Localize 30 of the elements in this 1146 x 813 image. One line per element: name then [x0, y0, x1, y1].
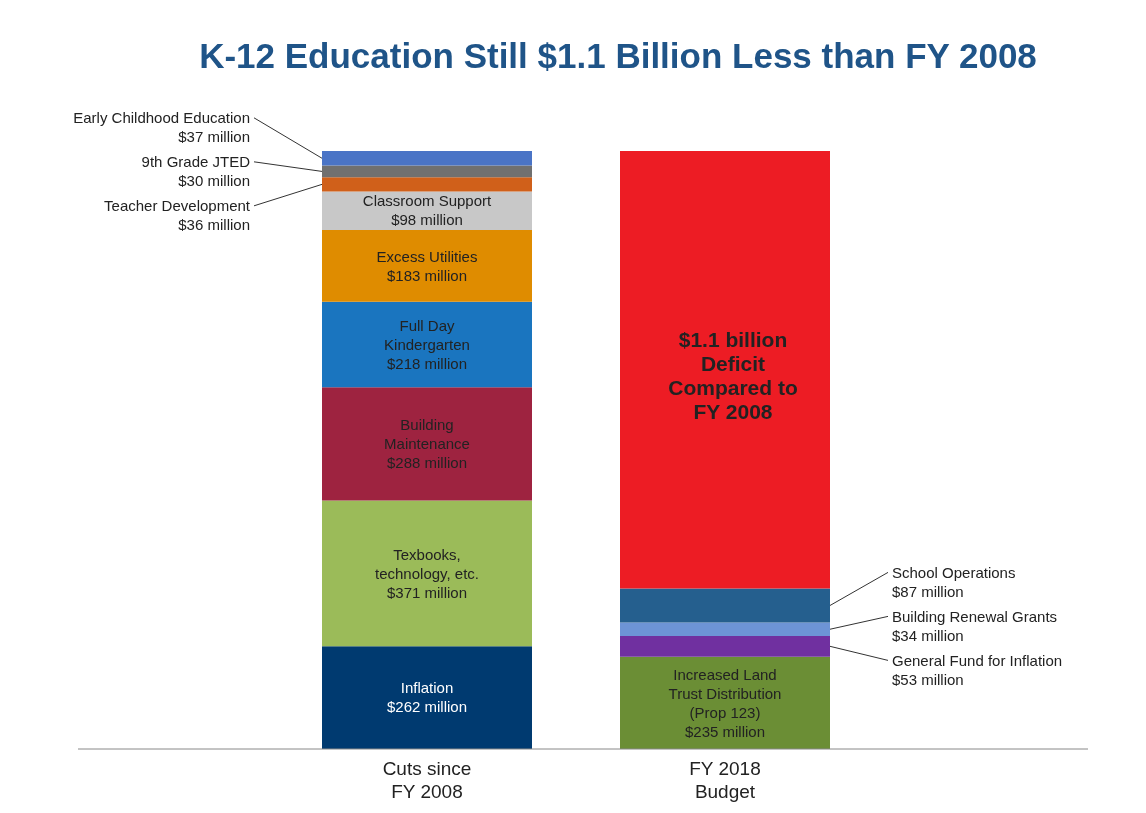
data-label: $36 million	[178, 216, 250, 234]
series-label: Excess Utilities	[376, 247, 478, 265]
data-label: $235 million	[684, 722, 766, 740]
series-label: Texbooks, technology, etc.	[375, 545, 479, 582]
data-label: $183 million	[386, 266, 468, 284]
series-label: Full Day Kindergarten	[384, 316, 470, 353]
text: Teacher Development	[104, 197, 251, 215]
data-label: $34 million	[892, 626, 964, 644]
data-label: $262 million	[386, 698, 468, 716]
data-label: $37 million	[178, 128, 250, 146]
text: School Operations	[892, 563, 1016, 581]
data-label: $87 million	[892, 582, 964, 600]
series-label: Classroom Support	[362, 192, 493, 210]
data-label: $371 million	[386, 583, 468, 601]
series-label: Inflation	[400, 679, 454, 697]
text: Early Childhood Education	[73, 109, 250, 127]
series-label: Building Maintenance	[384, 416, 470, 453]
text: 9th Grade JTED	[141, 153, 251, 171]
data-label: $288 million	[386, 454, 468, 472]
annotation: $1.1 billion Deficit Compared to FY 2008	[667, 328, 799, 424]
text: General Fund for Inflation	[892, 651, 1063, 669]
data-label: $30 million	[178, 172, 250, 190]
x-tick-label: FY 2018 Budget	[689, 758, 761, 802]
data-label: $98 million	[391, 211, 463, 229]
series-label: Increased Land Trust Distribution (Prop 123)	[668, 665, 782, 721]
data-label: $218 million	[386, 354, 468, 372]
text: Building Renewal Grants	[892, 607, 1058, 625]
data-label: $53 million	[892, 670, 964, 688]
x-tick-label: Cuts since FY 2008	[382, 758, 472, 802]
chart-title: K-12 Education Still $1.1 Billion Less than FY 2008	[198, 36, 1038, 76]
